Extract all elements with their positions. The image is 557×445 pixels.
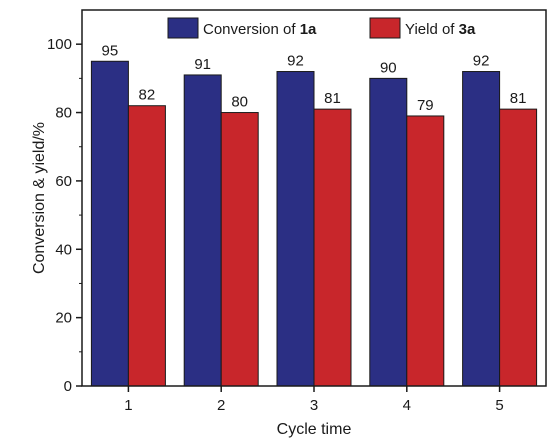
data-label-conversion-3: 92 xyxy=(287,53,304,70)
bars-group xyxy=(90,60,538,387)
x-tick-label-2: 2 xyxy=(217,397,225,414)
x-tick-label-4: 4 xyxy=(403,397,411,414)
bar-conversion-2 xyxy=(183,74,222,387)
legend-swatch-conversion xyxy=(167,17,199,39)
data-label-conversion-4: 90 xyxy=(380,59,397,76)
bar-yield-2 xyxy=(220,112,259,387)
y-tick-label-20: 20 xyxy=(55,310,72,327)
bar-yield-3 xyxy=(313,108,352,387)
x-tick-label-3: 3 xyxy=(310,397,318,414)
bar-conversion-3 xyxy=(276,71,315,387)
data-labels-group: 95 82 91 80 92 81 90 79 92 81 xyxy=(102,42,527,114)
legend-label-yield: Yield of 3a xyxy=(405,21,476,38)
bar-yield-1 xyxy=(127,105,166,387)
legend: Conversion of 1a Yield of 3a xyxy=(167,17,476,39)
data-label-yield-2: 80 xyxy=(231,94,248,111)
y-axis: 0 20 40 60 80 100 xyxy=(47,36,82,395)
y-axis-label: Conversion & yield/% xyxy=(31,122,48,274)
bar-yield-5 xyxy=(499,108,538,387)
x-tick-label-5: 5 xyxy=(495,397,503,414)
bar-conversion-4 xyxy=(369,77,408,387)
y-tick-label-0: 0 xyxy=(64,378,72,395)
y-tick-label-80: 80 xyxy=(55,105,72,122)
bar-yield-4 xyxy=(406,115,445,387)
x-axis: 1 2 3 4 5 xyxy=(124,386,504,414)
y-tick-label-100: 100 xyxy=(47,36,72,53)
legend-label-conversion: Conversion of 1a xyxy=(203,21,317,38)
bar-conversion-5 xyxy=(462,71,501,387)
data-label-conversion-1: 95 xyxy=(102,42,119,59)
y-tick-label-60: 60 xyxy=(55,173,72,190)
data-label-yield-1: 82 xyxy=(139,87,156,104)
data-label-yield-3: 81 xyxy=(324,90,341,107)
data-label-conversion-5: 92 xyxy=(473,53,490,70)
bar-conversion-1 xyxy=(90,60,129,387)
x-axis-label: Cycle time xyxy=(277,421,352,438)
legend-swatch-yield xyxy=(369,17,401,39)
y-tick-label-40: 40 xyxy=(55,241,72,258)
x-tick-label-1: 1 xyxy=(124,397,132,414)
data-label-yield-4: 79 xyxy=(417,97,434,114)
data-label-conversion-2: 91 xyxy=(194,56,211,73)
data-label-yield-5: 81 xyxy=(510,90,527,107)
